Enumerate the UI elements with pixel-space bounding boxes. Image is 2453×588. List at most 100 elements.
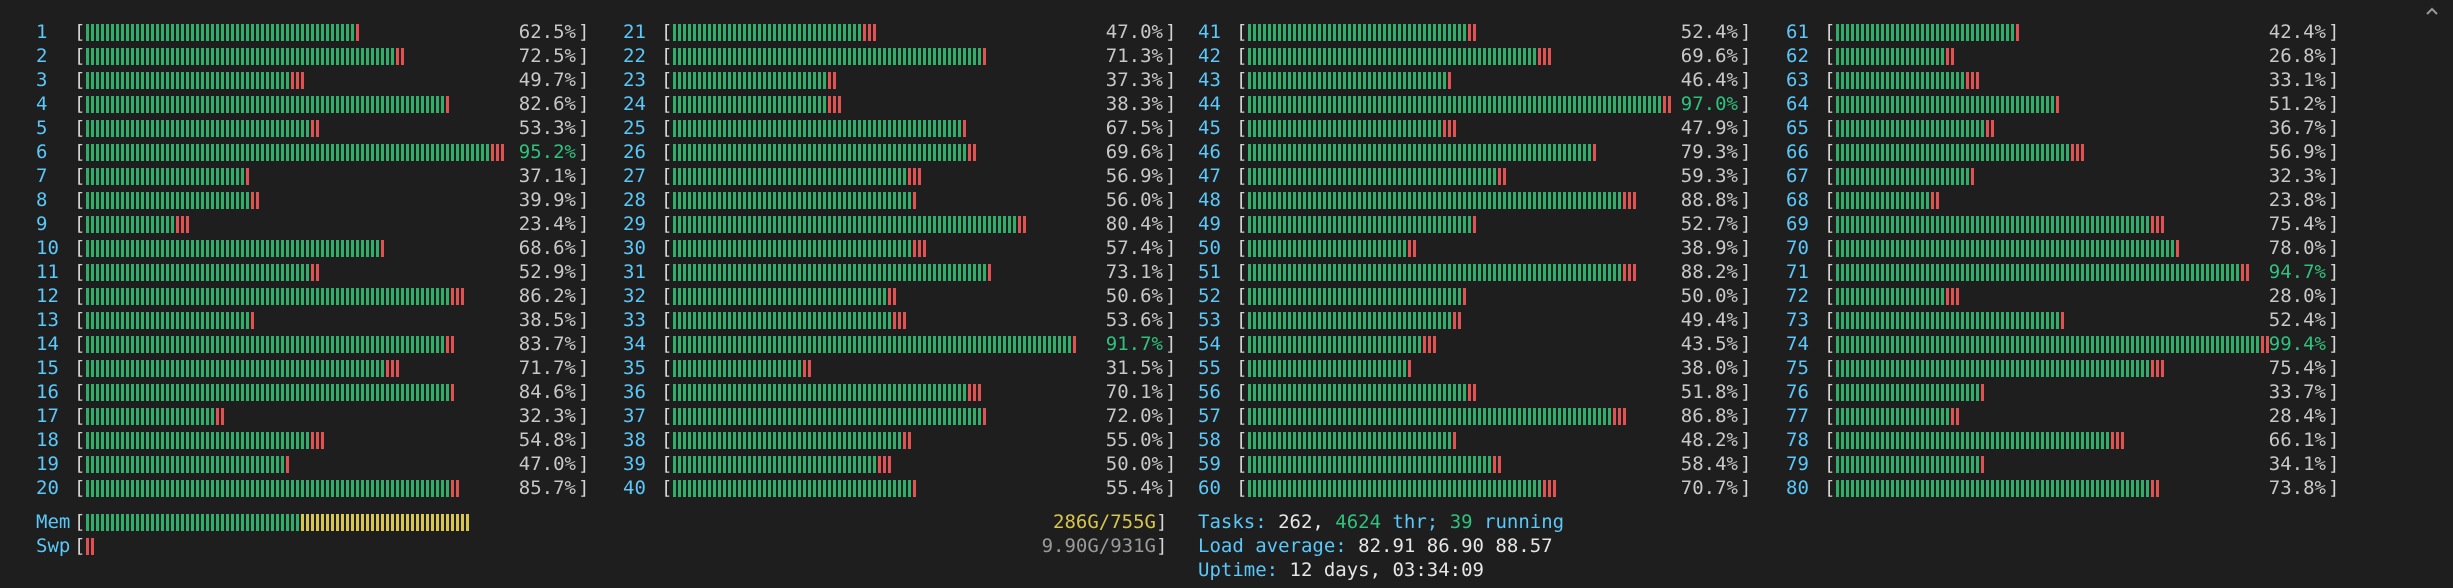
cpu-bar-tick	[678, 456, 681, 473]
cpu-bar-tick	[818, 48, 821, 65]
memory-meter-bar-tick	[166, 514, 169, 531]
cpu-bar-tick	[2046, 360, 2049, 377]
cpu-usage-bar	[1248, 240, 1416, 257]
cpu-bar-tick	[783, 312, 786, 329]
cpu-bar-tick	[763, 24, 766, 41]
cpu-bar-tick	[703, 216, 706, 233]
cpu-bar-tick	[873, 480, 876, 497]
cpu-bar-tick	[411, 480, 414, 497]
cpu-bar-tick	[1841, 432, 1844, 449]
cpu-bar-tick	[1583, 192, 1586, 209]
cpu-bar-tick	[311, 24, 314, 41]
chevron-up-icon[interactable]	[2425, 6, 2439, 16]
cpu-bar-tick	[723, 480, 726, 497]
cpu-bar-tick	[1951, 96, 1954, 113]
cpu-bar-tick	[1368, 432, 1371, 449]
cpu-bar-tick	[296, 144, 299, 161]
cpu-bar-tick	[211, 240, 214, 257]
cpu-bar-tick	[1398, 456, 1401, 473]
cpu-percent: 99.4%	[2268, 333, 2326, 355]
cpu-bar-tick	[1258, 456, 1261, 473]
cpu-bar-tick	[743, 192, 746, 209]
cpu-bar-tick	[818, 72, 821, 89]
cpu-bar-tick	[788, 72, 791, 89]
cpu-bar-tick	[798, 264, 801, 281]
cpu-bar-tick	[1358, 24, 1361, 41]
cpu-bar-tick	[1926, 432, 1929, 449]
cpu-bar-tick	[2036, 144, 2039, 161]
tasks-line: Tasks: 262, 4624 thr; 39 running	[1198, 510, 1564, 534]
cpu-bar-tick	[136, 480, 139, 497]
cpu-bar-tick	[1846, 384, 1849, 401]
cpu-bar-tick	[256, 264, 259, 281]
cpu-bar-tick	[738, 312, 741, 329]
cpu-bar-tick	[1413, 24, 1416, 41]
cpu-bar-tick	[121, 408, 124, 425]
cpu-bar-tick	[181, 48, 184, 65]
cpu-bar-tick	[1278, 288, 1281, 305]
cpu-bar-tick	[1398, 48, 1401, 65]
cpu-bar-tick	[481, 144, 484, 161]
cpu-id-label: 30	[623, 237, 646, 259]
cpu-bar-tick	[843, 408, 846, 425]
cpu-bar-tick	[698, 288, 701, 305]
cpu-bar-tick	[1413, 408, 1416, 425]
cpu-bar-tick	[1418, 480, 1421, 497]
cpu-bar-tick	[843, 240, 846, 257]
cpu-bar-tick	[783, 72, 786, 89]
cpu-bar-tick	[693, 144, 696, 161]
cpu-bar-tick	[903, 264, 906, 281]
cpu-bar-tick	[778, 192, 781, 209]
cpu-bar-tick	[296, 24, 299, 41]
cpu-bar-tick	[201, 384, 204, 401]
cpu-bar-tick	[186, 48, 189, 65]
cpu-bar-tick	[191, 264, 194, 281]
cpu-bar-tick	[1951, 456, 1954, 473]
cpu-bar-tick	[1308, 48, 1311, 65]
cpu-bar-tick	[1956, 288, 1959, 305]
cpu-bar-tick	[728, 432, 731, 449]
cpu-id-label: 46	[1198, 141, 1221, 163]
meter-close-bracket: ]	[2328, 309, 2340, 331]
cpu-bar-tick	[206, 384, 209, 401]
cpu-bar-tick	[316, 384, 319, 401]
cpu-bar-tick	[978, 216, 981, 233]
cpu-bar-tick	[808, 72, 811, 89]
cpu-bar-tick	[2001, 312, 2004, 329]
cpu-bar-tick	[146, 144, 149, 161]
cpu-bar-tick	[773, 408, 776, 425]
memory-meter-bar-tick	[216, 514, 219, 531]
cpu-bar-tick	[2011, 216, 2014, 233]
meter-close-bracket: ]	[1165, 357, 1177, 379]
cpu-bar-tick	[1438, 96, 1441, 113]
cpu-bar-tick	[1333, 432, 1336, 449]
cpu-bar-tick	[1548, 408, 1551, 425]
cpu-bar-tick	[116, 288, 119, 305]
cpu-bar-tick	[868, 168, 871, 185]
meter-close-bracket: ]	[2328, 381, 2340, 403]
cpu-bar-tick	[281, 72, 284, 89]
cpu-bar-tick	[2011, 480, 2014, 497]
cpu-bar-tick	[788, 24, 791, 41]
cpu-bar-tick	[673, 144, 676, 161]
cpu-bar-tick	[928, 120, 931, 137]
cpu-bar-tick	[1876, 264, 1879, 281]
cpu-usage-bar	[673, 432, 911, 449]
cpu-bar-tick	[783, 240, 786, 257]
cpu-bar-tick	[1493, 96, 1496, 113]
cpu-bar-tick	[1976, 96, 1979, 113]
memory-meter-bar-tick	[111, 514, 114, 531]
cpu-bar-tick	[211, 24, 214, 41]
cpu-bar-tick	[1278, 24, 1281, 41]
cpu-bar-tick	[1253, 264, 1256, 281]
cpu-bar-tick	[2031, 432, 2034, 449]
cpu-bar-tick	[1976, 432, 1979, 449]
cpu-bar-tick	[91, 72, 94, 89]
cpu-bar-tick	[808, 168, 811, 185]
meter-open-bracket: [	[1824, 381, 1836, 403]
cpu-bar-tick	[1846, 336, 1849, 353]
cpu-bar-tick	[356, 240, 359, 257]
cpu-bar-tick	[231, 384, 234, 401]
cpu-bar-tick	[206, 312, 209, 329]
cpu-bar-tick	[2031, 336, 2034, 353]
